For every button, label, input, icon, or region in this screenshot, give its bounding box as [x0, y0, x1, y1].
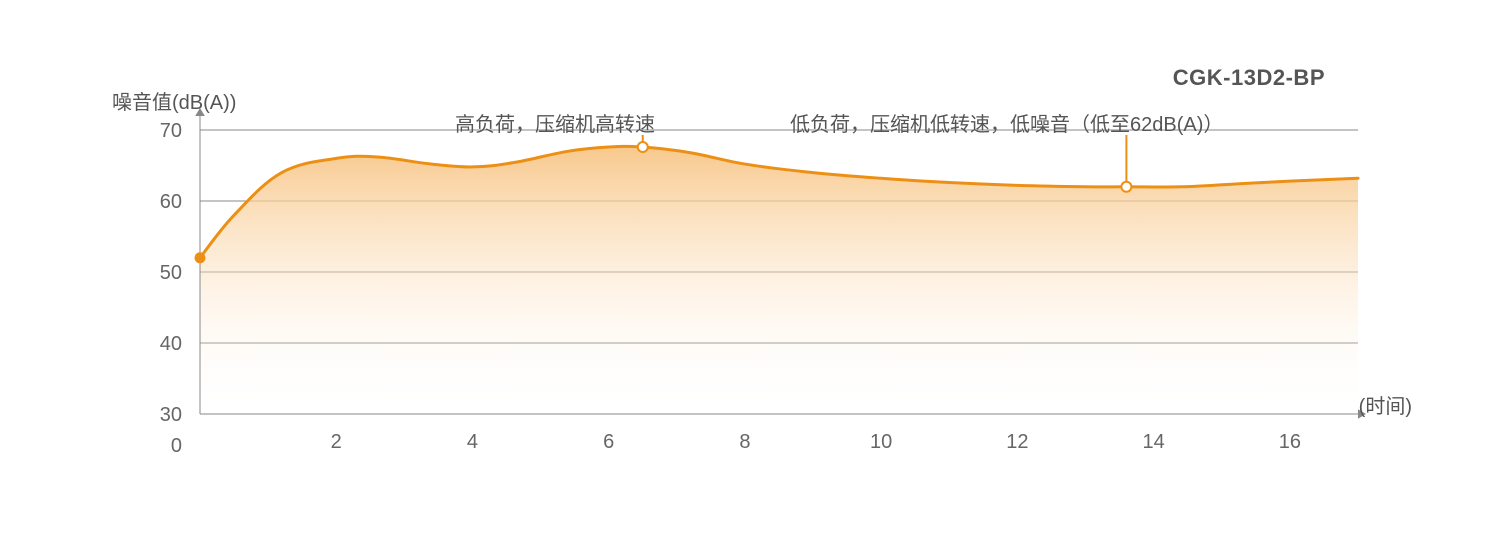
start-marker — [195, 253, 205, 263]
marker-low-load — [1121, 182, 1131, 192]
x-tick-label: 12 — [1006, 431, 1028, 453]
annotation-high-load: 高负荷，压缩机高转速 — [455, 108, 655, 137]
x-tick-label: 16 — [1279, 431, 1301, 453]
x-tick-label: 6 — [603, 431, 614, 453]
annotation-low-load: 低负荷，压缩机低转速，低噪音（低至62dB(A)） — [790, 108, 1223, 137]
y-tick-label: 30 — [160, 404, 182, 426]
model-label: CGK-13D2-BP — [1173, 65, 1325, 91]
x-axis-unit: (时间) — [1359, 390, 1412, 419]
y-axis-title: 噪音值(dB(A)) — [112, 86, 236, 115]
x-tick-label: 14 — [1143, 431, 1165, 453]
x-tick-label: 10 — [870, 431, 892, 453]
y-tick-label: 70 — [160, 120, 182, 142]
y-tick-label: 60 — [160, 191, 182, 213]
x-tick-label: 2 — [331, 431, 342, 453]
marker-high-load — [638, 142, 648, 152]
noise-chart: CGK-13D2-BP 噪音值(dB(A)) (时间) 高负荷，压缩机高转速 低… — [0, 0, 1500, 542]
x-tick-label: 4 — [467, 431, 478, 453]
y-tick-label: 40 — [160, 333, 182, 355]
origin-label: 0 — [171, 435, 182, 457]
x-tick-label: 8 — [739, 431, 750, 453]
y-tick-label: 50 — [160, 262, 182, 284]
